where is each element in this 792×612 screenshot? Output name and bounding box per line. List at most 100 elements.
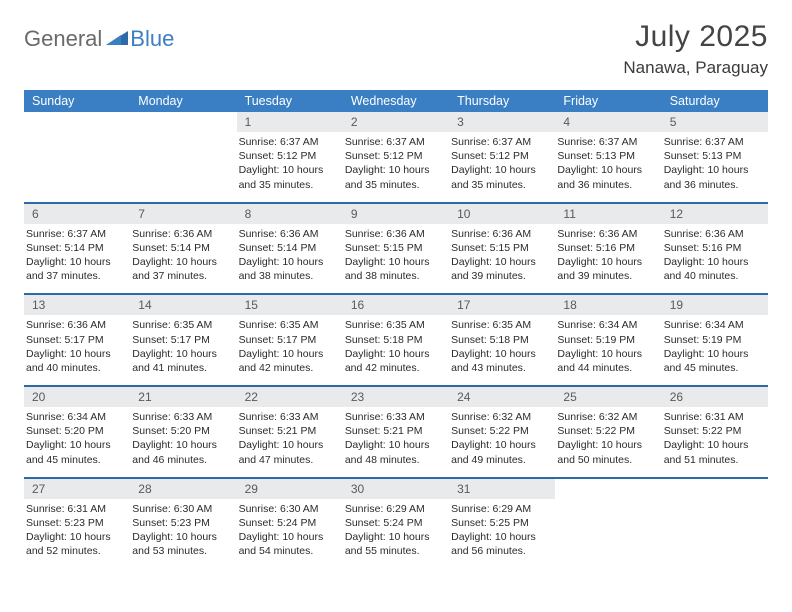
day-number-cell: 8 <box>237 204 343 224</box>
day-number-cell: 9 <box>343 204 449 224</box>
daylight-line: Daylight: 10 hours and 42 minutes. <box>345 347 441 375</box>
day-number-cell: 18 <box>555 295 661 315</box>
day-number-cell: 14 <box>130 295 236 315</box>
sunrise-line: Sunrise: 6:32 AM <box>557 410 653 424</box>
sunrise-line: Sunrise: 6:35 AM <box>132 318 228 332</box>
day-content-cell: Sunrise: 6:34 AMSunset: 5:19 PMDaylight:… <box>662 315 768 386</box>
day-number-cell: 2 <box>343 112 449 132</box>
sunset-line: Sunset: 5:24 PM <box>345 516 441 530</box>
day-content-cell: Sunrise: 6:34 AMSunset: 5:20 PMDaylight:… <box>24 407 130 478</box>
day-content-cell: Sunrise: 6:31 AMSunset: 5:22 PMDaylight:… <box>662 407 768 478</box>
day-number-cell: 27 <box>24 479 130 499</box>
sunrise-line: Sunrise: 6:34 AM <box>26 410 122 424</box>
day-content-cell: Sunrise: 6:30 AMSunset: 5:23 PMDaylight:… <box>130 499 236 569</box>
day-content-cell: Sunrise: 6:29 AMSunset: 5:25 PMDaylight:… <box>449 499 555 569</box>
sunset-line: Sunset: 5:19 PM <box>557 333 653 347</box>
calendar-body: 12345Sunrise: 6:37 AMSunset: 5:12 PMDayl… <box>24 112 768 568</box>
location-label: Nanawa, Paraguay <box>623 58 768 78</box>
sunset-line: Sunset: 5:12 PM <box>345 149 441 163</box>
dow-wednesday: Wednesday <box>343 90 449 112</box>
sunset-line: Sunset: 5:22 PM <box>664 424 760 438</box>
day-number-cell <box>662 479 768 499</box>
sunset-line: Sunset: 5:18 PM <box>345 333 441 347</box>
sunrise-line: Sunrise: 6:35 AM <box>345 318 441 332</box>
day-number-cell: 20 <box>24 387 130 407</box>
daylight-line: Daylight: 10 hours and 47 minutes. <box>239 438 335 466</box>
day-content-cell: Sunrise: 6:31 AMSunset: 5:23 PMDaylight:… <box>24 499 130 569</box>
brand-part1: General <box>24 26 102 52</box>
day-content-cell: Sunrise: 6:35 AMSunset: 5:17 PMDaylight:… <box>237 315 343 386</box>
dow-friday: Friday <box>555 90 661 112</box>
day-content-cell <box>662 499 768 569</box>
daylight-line: Daylight: 10 hours and 41 minutes. <box>132 347 228 375</box>
sunset-line: Sunset: 5:22 PM <box>557 424 653 438</box>
day-content-cell: Sunrise: 6:36 AMSunset: 5:15 PMDaylight:… <box>343 224 449 295</box>
day-content-cell: Sunrise: 6:32 AMSunset: 5:22 PMDaylight:… <box>555 407 661 478</box>
sunrise-line: Sunrise: 6:36 AM <box>132 227 228 241</box>
sunset-line: Sunset: 5:23 PM <box>26 516 122 530</box>
sunrise-line: Sunrise: 6:29 AM <box>345 502 441 516</box>
daynum-row: 12345 <box>24 112 768 132</box>
sunset-line: Sunset: 5:15 PM <box>451 241 547 255</box>
sunset-line: Sunset: 5:15 PM <box>345 241 441 255</box>
daylight-line: Daylight: 10 hours and 54 minutes. <box>239 530 335 558</box>
sunset-line: Sunset: 5:13 PM <box>557 149 653 163</box>
day-number-cell: 29 <box>237 479 343 499</box>
sunset-line: Sunset: 5:16 PM <box>664 241 760 255</box>
daylight-line: Daylight: 10 hours and 50 minutes. <box>557 438 653 466</box>
day-content-cell: Sunrise: 6:37 AMSunset: 5:14 PMDaylight:… <box>24 224 130 295</box>
daynum-row: 6789101112 <box>24 204 768 224</box>
sunrise-line: Sunrise: 6:37 AM <box>451 135 547 149</box>
day-content-cell: Sunrise: 6:33 AMSunset: 5:20 PMDaylight:… <box>130 407 236 478</box>
sunrise-line: Sunrise: 6:33 AM <box>345 410 441 424</box>
sunset-line: Sunset: 5:20 PM <box>132 424 228 438</box>
sunrise-line: Sunrise: 6:36 AM <box>345 227 441 241</box>
day-content-cell: Sunrise: 6:36 AMSunset: 5:17 PMDaylight:… <box>24 315 130 386</box>
brand-triangle-icon <box>106 29 128 50</box>
day-content-cell <box>130 132 236 203</box>
day-content-row: Sunrise: 6:34 AM Sunset: 5:20 PM Daylight:… <box>24 407 768 478</box>
daylight-line: Daylight: 10 hours and 35 minutes. <box>239 163 335 191</box>
daylight-line: Daylight: 10 hours and 40 minutes. <box>26 347 122 375</box>
day-content-cell: Sunrise: 6:30 AMSunset: 5:24 PMDaylight:… <box>237 499 343 569</box>
dow-tuesday: Tuesday <box>237 90 343 112</box>
sunset-line: Sunset: 5:17 PM <box>26 333 122 347</box>
page: General Blue July 2025 Nanawa, Paraguay … <box>0 0 792 588</box>
sunrise-line: Sunrise: 6:30 AM <box>132 502 228 516</box>
day-number-cell: 31 <box>449 479 555 499</box>
daylight-line: Daylight: 10 hours and 37 minutes. <box>132 255 228 283</box>
day-content-row: Sunrise: 6:31 AMSunset: 5:23 PMDaylight:… <box>24 499 768 569</box>
sunset-line: Sunset: 5:21 PM <box>345 424 441 438</box>
sunrise-line: Sunrise: 6:37 AM <box>239 135 335 149</box>
daylight-line: Daylight: 10 hours and 56 minutes. <box>451 530 547 558</box>
daylight-line: Daylight: 10 hours and 38 minutes. <box>345 255 441 283</box>
daylight-line: Daylight: 10 hours and 36 minutes. <box>557 163 653 191</box>
sunset-line: Sunset: 5:17 PM <box>132 333 228 347</box>
day-content-cell: Sunrise: 6:32 AMSunset: 5:22 PMDaylight:… <box>449 407 555 478</box>
sunset-line: Sunset: 5:23 PM <box>132 516 228 530</box>
daynum-row: 20212223242526 <box>24 387 768 407</box>
day-content-cell <box>24 132 130 203</box>
day-number-cell: 23 <box>343 387 449 407</box>
brand-part2: Blue <box>130 26 174 52</box>
sunrise-line: Sunrise: 6:36 AM <box>26 318 122 332</box>
sunset-line: Sunset: 5:12 PM <box>239 149 335 163</box>
day-number-cell: 6 <box>24 204 130 224</box>
day-content-cell: Sunrise: 6:29 AMSunset: 5:24 PMDaylight:… <box>343 499 449 569</box>
day-number-cell: 19 <box>662 295 768 315</box>
day-content-cell: Sunrise: 6:36 AMSunset: 5:14 PMDaylight:… <box>237 224 343 295</box>
day-content-cell: Sunrise: 6:37 AMSunset: 5:13 PMDaylight:… <box>662 132 768 203</box>
dow-row: Sunday Monday Tuesday Wednesday Thursday… <box>24 90 768 112</box>
sunrise-line: Sunrise: 6:30 AM <box>239 502 335 516</box>
sunrise-line: Sunrise: 6:34 AM <box>664 318 760 332</box>
day-number-cell: 5 <box>662 112 768 132</box>
header: General Blue July 2025 Nanawa, Paraguay <box>24 20 768 78</box>
day-number-cell: 15 <box>237 295 343 315</box>
dow-monday: Monday <box>130 90 236 112</box>
sunset-line: Sunset: 5:14 PM <box>26 241 122 255</box>
day-number-cell: 21 <box>130 387 236 407</box>
dow-sunday: Sunday <box>24 90 130 112</box>
day-content-cell: Sunrise: 6:37 AMSunset: 5:12 PMDaylight:… <box>449 132 555 203</box>
calendar-table: Sunday Monday Tuesday Wednesday Thursday… <box>24 90 768 568</box>
dow-saturday: Saturday <box>662 90 768 112</box>
